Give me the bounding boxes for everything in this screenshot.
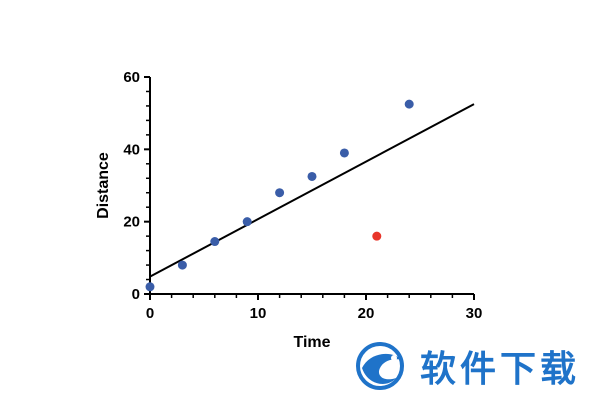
axes bbox=[149, 77, 474, 295]
x-tick-label: 20 bbox=[358, 305, 375, 322]
x-tick-label: 10 bbox=[250, 305, 267, 322]
data-point bbox=[404, 99, 414, 109]
y-axis-label: Distance bbox=[95, 152, 112, 219]
x-axis-label: Time bbox=[293, 334, 330, 351]
data-point bbox=[275, 188, 285, 198]
data-point bbox=[307, 171, 317, 181]
outlier-point bbox=[372, 231, 382, 241]
watermark: 软件下载 bbox=[350, 336, 590, 396]
y-tick-label: 60 bbox=[123, 69, 140, 86]
y-tick-label: 0 bbox=[132, 286, 140, 303]
watermark-text: 软件下载 bbox=[420, 349, 581, 390]
data-point bbox=[242, 217, 252, 227]
ticks: 0 20 40 60 0 10 20 30 bbox=[123, 69, 482, 322]
data-point bbox=[210, 237, 220, 247]
dragon-logo-icon bbox=[356, 342, 404, 390]
x-tick-label: 30 bbox=[466, 305, 483, 322]
fit-line bbox=[149, 103, 475, 278]
data-point bbox=[339, 148, 349, 158]
x-tick-label: 0 bbox=[146, 305, 154, 322]
data-point bbox=[177, 260, 187, 270]
y-tick-label: 20 bbox=[123, 214, 140, 231]
data-point bbox=[145, 282, 155, 292]
y-tick-label: 40 bbox=[123, 141, 140, 158]
fit-line-group bbox=[149, 103, 475, 278]
points-group bbox=[145, 99, 414, 292]
